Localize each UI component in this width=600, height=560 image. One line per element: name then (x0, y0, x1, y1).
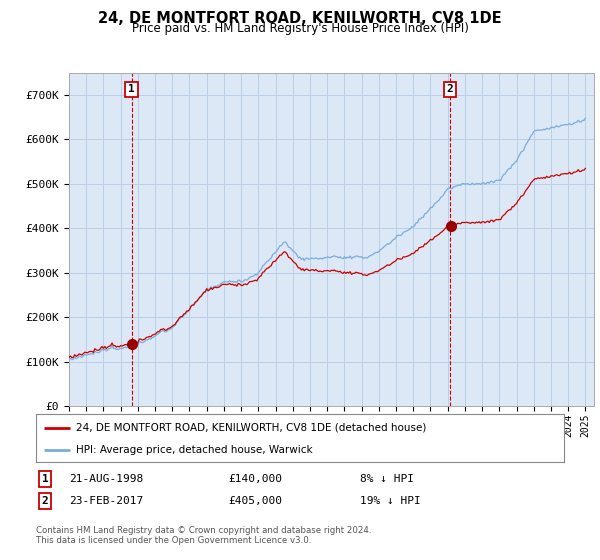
Text: Price paid vs. HM Land Registry's House Price Index (HPI): Price paid vs. HM Land Registry's House … (131, 22, 469, 35)
Text: 2: 2 (41, 496, 49, 506)
Text: 21-AUG-1998: 21-AUG-1998 (69, 474, 143, 484)
Text: HPI: Average price, detached house, Warwick: HPI: Average price, detached house, Warw… (76, 445, 312, 455)
Text: £140,000: £140,000 (228, 474, 282, 484)
Text: 1: 1 (41, 474, 49, 484)
Text: 24, DE MONTFORT ROAD, KENILWORTH, CV8 1DE (detached house): 24, DE MONTFORT ROAD, KENILWORTH, CV8 1D… (76, 423, 426, 433)
Text: 19% ↓ HPI: 19% ↓ HPI (360, 496, 421, 506)
Text: 8% ↓ HPI: 8% ↓ HPI (360, 474, 414, 484)
Text: 23-FEB-2017: 23-FEB-2017 (69, 496, 143, 506)
Text: 1: 1 (128, 85, 135, 95)
Text: 24, DE MONTFORT ROAD, KENILWORTH, CV8 1DE: 24, DE MONTFORT ROAD, KENILWORTH, CV8 1D… (98, 11, 502, 26)
Text: Contains HM Land Registry data © Crown copyright and database right 2024.: Contains HM Land Registry data © Crown c… (36, 526, 371, 535)
Text: This data is licensed under the Open Government Licence v3.0.: This data is licensed under the Open Gov… (36, 536, 311, 545)
Text: 2: 2 (446, 85, 453, 95)
Text: £405,000: £405,000 (228, 496, 282, 506)
